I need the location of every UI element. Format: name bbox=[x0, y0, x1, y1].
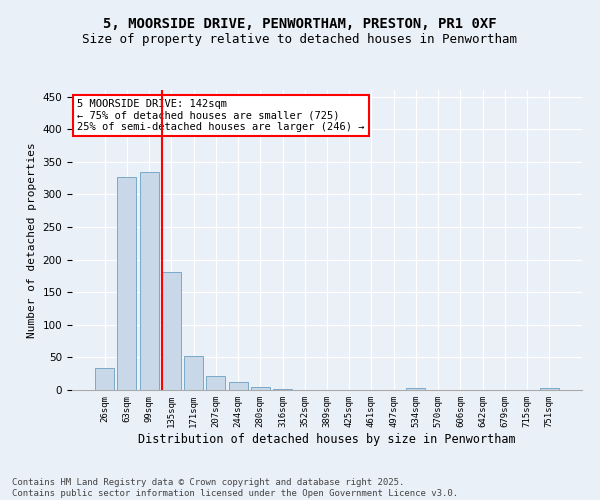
Text: 5 MOORSIDE DRIVE: 142sqm
← 75% of detached houses are smaller (725)
25% of semi-: 5 MOORSIDE DRIVE: 142sqm ← 75% of detach… bbox=[77, 99, 365, 132]
Bar bbox=[184, 356, 203, 390]
Bar bbox=[118, 176, 136, 390]
Y-axis label: Number of detached properties: Number of detached properties bbox=[27, 142, 37, 338]
X-axis label: Distribution of detached houses by size in Penwortham: Distribution of detached houses by size … bbox=[138, 432, 516, 446]
Text: Contains HM Land Registry data © Crown copyright and database right 2025.
Contai: Contains HM Land Registry data © Crown c… bbox=[12, 478, 458, 498]
Text: 5, MOORSIDE DRIVE, PENWORTHAM, PRESTON, PR1 0XF: 5, MOORSIDE DRIVE, PENWORTHAM, PRESTON, … bbox=[103, 18, 497, 32]
Text: Size of property relative to detached houses in Penwortham: Size of property relative to detached ho… bbox=[83, 32, 517, 46]
Bar bbox=[251, 386, 270, 390]
Bar bbox=[229, 382, 248, 390]
Bar bbox=[95, 368, 114, 390]
Bar bbox=[540, 388, 559, 390]
Bar bbox=[140, 172, 158, 390]
Bar bbox=[206, 376, 225, 390]
Bar bbox=[406, 388, 425, 390]
Bar bbox=[162, 272, 181, 390]
